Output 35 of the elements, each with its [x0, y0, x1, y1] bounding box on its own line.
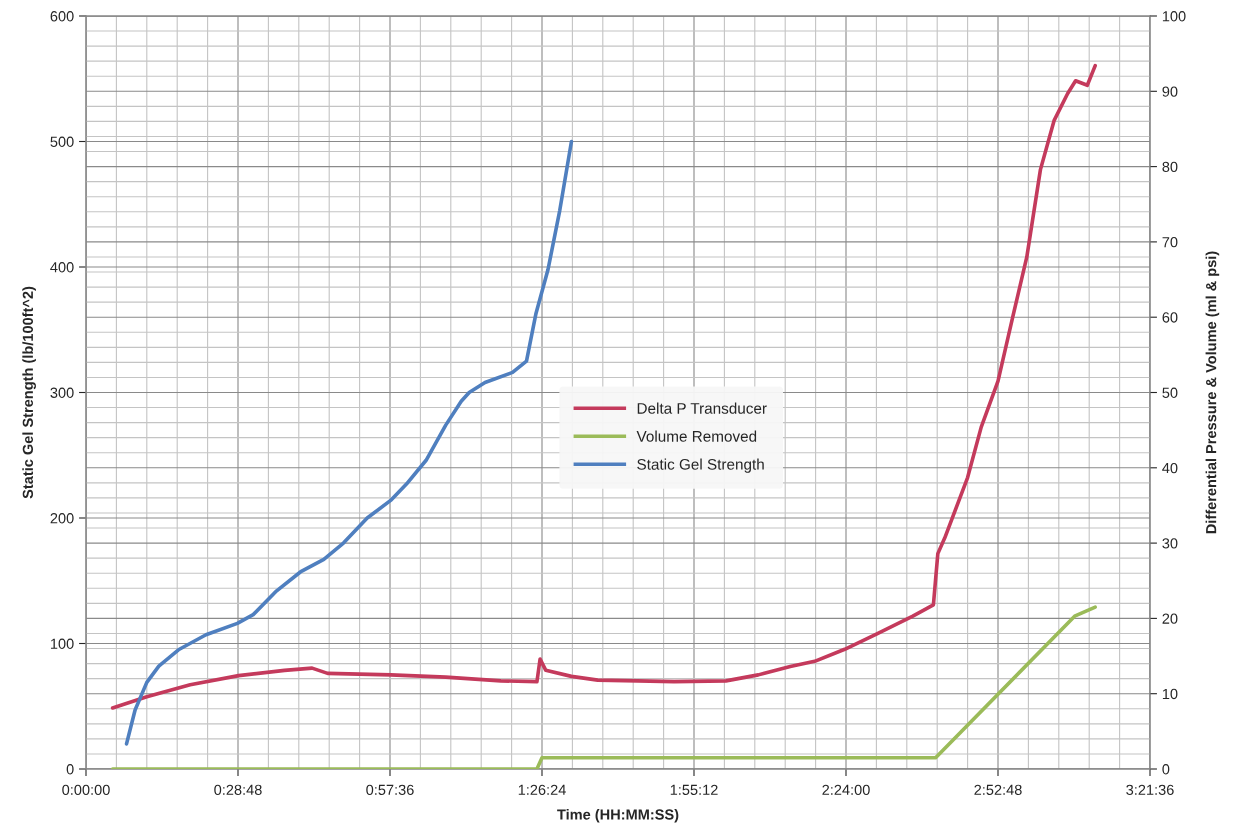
y2-tick-label: 80 — [1162, 161, 1178, 173]
y2-tick-label: 20 — [1162, 613, 1178, 624]
x-tick-label: 2:52:48 — [974, 784, 1022, 795]
y-tick-label: 600 — [50, 11, 74, 22]
y2-tick-label: 0 — [1162, 764, 1170, 775]
y-tick-label: 500 — [50, 136, 74, 147]
x-tick-label: 0:00:00 — [62, 784, 110, 795]
y2-tick-label: 40 — [1162, 462, 1178, 474]
x-axis-title: Time (HH:MM:SS) — [557, 808, 679, 823]
y2-axis-title: Differential Pressure & Volume (ml & psi) — [1205, 251, 1220, 534]
line-series — [124, 139, 574, 746]
y2-tick-label: 90 — [1162, 86, 1178, 97]
y2-tick-label: 100 — [1162, 11, 1186, 22]
line-series — [110, 605, 1098, 769]
y-axis-title: Static Gel Strength (lb/100ft^2) — [22, 286, 36, 499]
x-tick-label: 1:26:24 — [518, 784, 566, 795]
y-tick-label: 300 — [50, 387, 74, 398]
x-tick-label: 0:57:36 — [366, 784, 414, 795]
x-tick-label: 0:28:48 — [214, 784, 262, 795]
legend-label: Delta P Transducer — [637, 402, 767, 414]
x-tick-label: 3:21:36 — [1126, 784, 1174, 795]
x-tick-label: 2:24:00 — [822, 784, 870, 795]
legend-label: Static Gel Strength — [637, 458, 764, 473]
y2-tick-label: 50 — [1162, 387, 1178, 398]
y2-tick-label: 30 — [1162, 538, 1178, 549]
y-tick-label: 100 — [50, 638, 74, 649]
x-tick-label: 1:55:12 — [670, 784, 718, 795]
y2-tick-label: 60 — [1162, 312, 1178, 323]
legend-label: Volume Removed — [636, 430, 757, 442]
y-tick-label: 400 — [50, 262, 74, 273]
y-tick-label: 200 — [50, 513, 74, 524]
line-series — [110, 63, 1098, 710]
y-tick-label: 0 — [66, 764, 74, 775]
y2-tick-label: 70 — [1162, 237, 1178, 248]
y2-tick-label: 10 — [1162, 688, 1178, 700]
